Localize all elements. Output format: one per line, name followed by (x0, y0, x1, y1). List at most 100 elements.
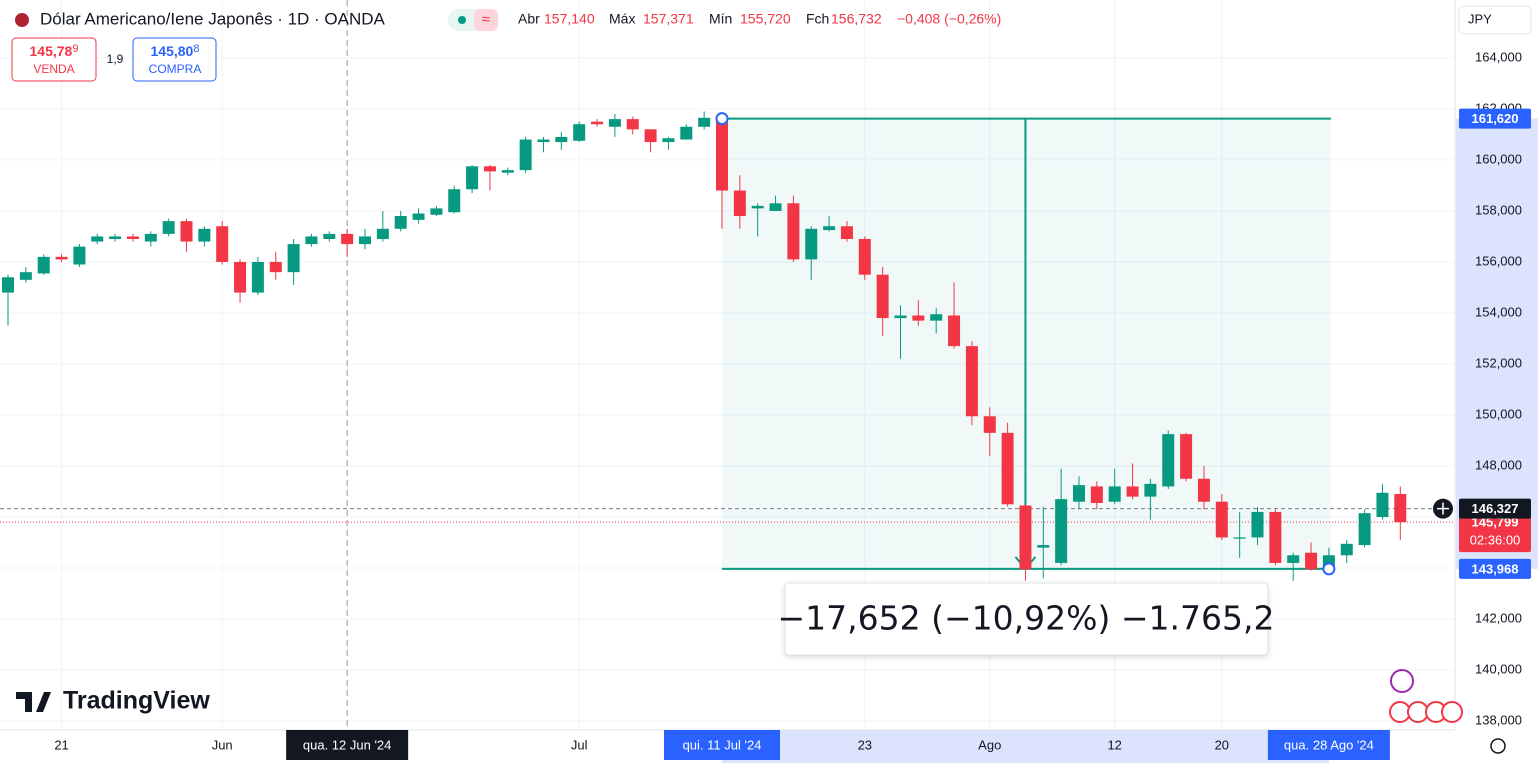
x-tick-label: Jul (571, 737, 588, 752)
candle-body (840, 226, 853, 239)
measure-handle (1322, 562, 1336, 576)
sell-button[interactable] (11, 37, 97, 82)
sell-label: VENDA (33, 62, 74, 76)
candle-body (287, 244, 300, 273)
buy-button[interactable] (132, 37, 217, 82)
candle-body (787, 203, 800, 260)
candle-body (1269, 511, 1282, 563)
sell-price-main: 145,78 (30, 43, 73, 59)
measure-box (784, 582, 1269, 656)
candle-body (483, 166, 496, 172)
y-tick-label: 148,000 (1475, 457, 1522, 472)
y-tick-label: 140,000 (1475, 661, 1522, 676)
ohlc-value: 156,732 (831, 11, 882, 27)
candle-body (591, 121, 604, 125)
buy-price-main: 145,80 (151, 43, 194, 59)
ohlc-change: −0,408 (−0,26%) (897, 11, 1001, 27)
time-marker: qui. 11 Jul '24 (683, 737, 762, 752)
measure-text: −17,652 (−10,92%) −1.765,2 (778, 599, 1275, 638)
spread: 1,9 (107, 52, 124, 66)
buy-price: 145,808 (151, 43, 200, 59)
y-tick-label: 138,000 (1475, 713, 1522, 728)
candle-body (144, 233, 157, 242)
sell-price-small: 9 (72, 43, 78, 55)
candle-body (1287, 555, 1300, 563)
last-price-label-bg (1459, 498, 1531, 519)
y-tick-label: 150,000 (1475, 406, 1522, 421)
candle-body (466, 166, 479, 190)
candle-body (1215, 501, 1228, 538)
candle-body (269, 261, 282, 273)
candle-body (608, 119, 621, 127)
candle-body (1376, 492, 1389, 518)
candle-body (769, 203, 782, 211)
candle-body (323, 233, 336, 239)
candle-body (948, 315, 961, 347)
candle-body (573, 124, 586, 141)
candle-body (751, 205, 764, 209)
candle-body (180, 221, 193, 242)
candle-body (644, 129, 657, 143)
candle-body (537, 139, 550, 143)
candle-body (858, 238, 871, 275)
candle-body (216, 226, 229, 262)
flag-icon (15, 13, 29, 27)
candle-body (501, 170, 514, 173)
x-tick-label: Ago (978, 737, 1001, 752)
symbol-title: Dólar Americano/Iene Japonês · 1D · OAND… (40, 9, 386, 28)
y-tick-label: 154,000 (1475, 304, 1522, 319)
time-marker-bg (664, 730, 780, 760)
candle-body (1090, 486, 1103, 503)
candle-body (1358, 513, 1371, 546)
candle-body (1394, 494, 1407, 523)
candle-body (1037, 545, 1050, 548)
candle-body (1251, 511, 1264, 538)
bid-countdown: 02:36:00 (1470, 533, 1521, 548)
y-tick-label: 152,000 (1475, 355, 1522, 370)
ohlc-label: Abr (518, 11, 540, 27)
candle-body (1019, 505, 1032, 570)
price-axis-highlight (1456, 118, 1538, 569)
candle-body (1073, 485, 1085, 502)
time-marker-bg (286, 730, 409, 760)
candle-body (1233, 537, 1246, 539)
candle-body (394, 216, 407, 229)
candle-body (680, 126, 693, 140)
buy-label: COMPRA (149, 62, 202, 76)
ohlc-label: Mín (709, 11, 732, 27)
flash-icon (1390, 669, 1414, 693)
sell-price: 145,789 (30, 43, 79, 59)
candle-body (1162, 434, 1175, 487)
candle-body (1305, 552, 1318, 570)
add-alert-icon (1437, 502, 1449, 515)
candle-body (555, 136, 568, 143)
candle-body (626, 119, 639, 130)
candle-body (912, 315, 925, 321)
candle-body (1180, 434, 1193, 479)
y-tick-label: 156,000 (1475, 253, 1522, 268)
bid-price-bg (1459, 512, 1531, 553)
candle-body (894, 315, 907, 319)
candle-body (733, 190, 746, 217)
y-tick-label: 158,000 (1475, 202, 1522, 217)
x-tick-label: 12 (1107, 737, 1121, 752)
logo-mark (16, 692, 51, 712)
candle-body (198, 228, 211, 242)
measure-from-label-bg (1459, 108, 1531, 129)
currency-box[interactable] (1458, 5, 1532, 35)
candle-body (1055, 499, 1068, 563)
ohlc-value: 157,140 (544, 11, 595, 27)
candle-body (412, 213, 425, 220)
time-marker: qua. 12 Jun '24 (303, 737, 392, 752)
candle-body (662, 138, 675, 143)
y-tick-label: 160,000 (1475, 151, 1522, 166)
settings-icon[interactable] (1490, 738, 1506, 754)
candle-body (341, 233, 354, 245)
candle-body (965, 346, 978, 417)
candle-body (2, 277, 14, 293)
candle-body (805, 228, 818, 260)
measure-to-label: 143,968 (1472, 561, 1519, 576)
measure-to-label-bg (1459, 558, 1531, 579)
logo: TradingView (63, 687, 210, 715)
